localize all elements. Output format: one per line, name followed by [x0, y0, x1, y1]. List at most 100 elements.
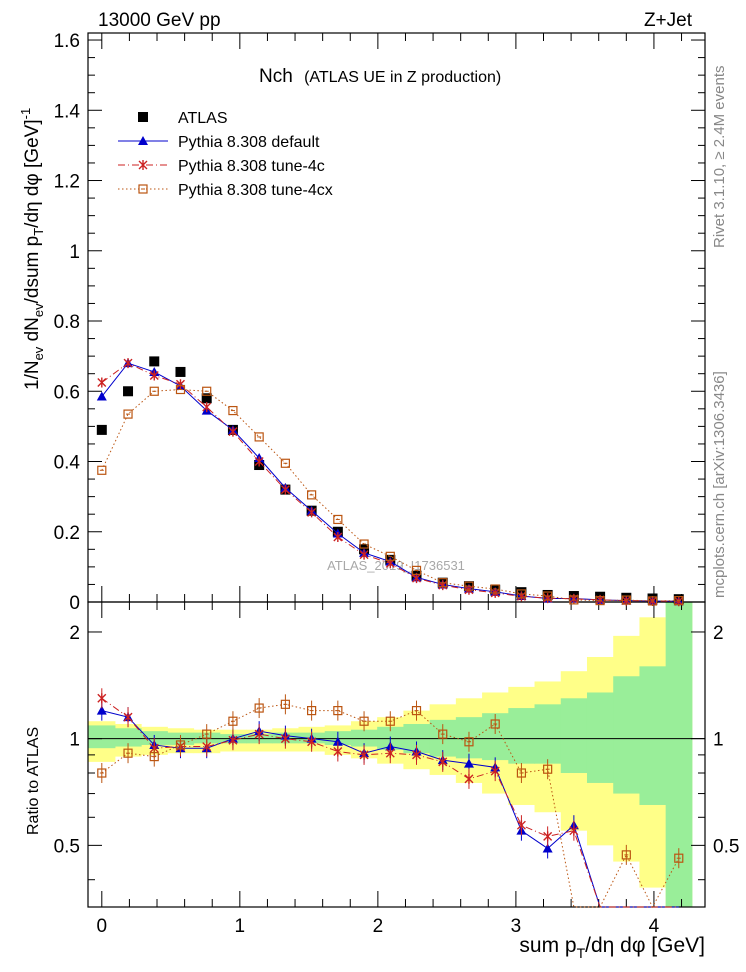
ratio-point	[543, 831, 553, 842]
axis-ticks: 0 0.2 0.4 0.6 0.8 1 1.2 1.4 1.6 0.5 0.5 1 1 2 2 0 1 2 3 4	[54, 31, 740, 937]
data-point	[175, 379, 185, 390]
legend-item: Pythia 8.308 tune-4cx	[118, 182, 333, 199]
data-point	[123, 358, 133, 369]
data-point	[96, 391, 107, 401]
ratio-ytick-label-right: 0.5	[713, 836, 739, 857]
data-point	[359, 549, 369, 560]
ratio-point	[254, 703, 264, 713]
ratio-pythia-8-308-tune-4c	[97, 688, 679, 908]
data-point	[123, 409, 133, 419]
ratio-point	[621, 850, 631, 860]
xtick-label: 2	[373, 916, 384, 937]
green-band-bin	[350, 729, 378, 747]
ratio-point	[307, 706, 317, 716]
ratio-point	[412, 749, 422, 760]
data-point	[202, 386, 212, 396]
ratio-point	[202, 729, 212, 739]
legend-label: Pythia 8.308 default	[178, 134, 320, 151]
data-point	[621, 595, 631, 605]
ratio-point	[438, 756, 448, 767]
ratio-ytick-label-right: 1	[713, 730, 724, 751]
main-ytick-label: 0.8	[54, 312, 80, 333]
main-ytick-label: 1.2	[54, 172, 80, 193]
ratio-point	[228, 716, 238, 726]
xtick-label: 3	[511, 916, 522, 937]
ratio-point	[254, 729, 264, 740]
green-band-bin	[560, 698, 588, 774]
ratio-point	[490, 719, 500, 729]
green-band-bin	[114, 728, 142, 747]
data-point	[385, 551, 395, 561]
ratio-point	[280, 699, 290, 709]
legend-marker	[138, 112, 148, 122]
ratio-point	[228, 735, 238, 746]
data-point	[674, 595, 684, 606]
ratio-point	[569, 825, 579, 836]
legend-marker	[138, 160, 148, 170]
ratio-point	[411, 706, 422, 716]
green-band-bin	[639, 666, 667, 805]
ratio-point	[280, 733, 290, 744]
ratio-point	[175, 740, 186, 750]
ratio-point	[333, 706, 343, 716]
plot-title-subtitle: (ATLAS UE in Z production)	[304, 69, 501, 86]
green-band-bin	[508, 708, 536, 764]
legend-label: Pythia 8.308 tune-4c	[178, 158, 325, 175]
side-label-mcplots: mcplots.cern.ch [arXiv:1306.3436]	[711, 371, 728, 598]
data-point	[280, 484, 290, 495]
ratio-point	[490, 766, 500, 777]
data-point	[359, 539, 369, 549]
data-point	[595, 595, 605, 606]
data-point	[411, 565, 422, 575]
side-label-rivet: Rivet 3.1.10, ≥ 2.4M events	[711, 66, 728, 249]
ratio-point	[542, 843, 553, 853]
ratio-ylabel: Ratio to ATLAS	[25, 727, 42, 835]
main-ytick-label: 0.2	[54, 523, 80, 544]
ratio-point	[123, 712, 133, 723]
main-ytick-label: 1.6	[54, 31, 80, 52]
data-point	[490, 584, 500, 594]
ratio-uncertainty-bands	[88, 602, 693, 907]
data-point	[228, 426, 238, 437]
legend-marker	[138, 184, 148, 194]
series-pythia-8-308-tune-4cx	[97, 384, 684, 606]
ratio-point	[674, 853, 684, 863]
ratio-point	[463, 758, 474, 768]
data-point	[149, 370, 159, 381]
data-point	[254, 432, 264, 442]
data-point	[97, 465, 107, 475]
green-band-bin	[534, 704, 562, 764]
legend-label: Pythia 8.308 tune-4cx	[178, 182, 333, 199]
data-point	[280, 458, 290, 468]
ratio-point	[385, 748, 395, 759]
main-ytick-label: 1.4	[54, 101, 81, 122]
xtick-label: 1	[235, 916, 246, 937]
ratio-point	[97, 693, 107, 704]
data-point	[333, 514, 343, 525]
ratio-point	[149, 752, 159, 762]
data-point	[569, 595, 579, 605]
data-point	[464, 581, 474, 591]
data-point	[307, 490, 317, 500]
energy-label: 13000 GeV pp	[98, 10, 221, 31]
data-point	[228, 405, 238, 416]
ratio-point	[96, 705, 107, 715]
ratio-ytick-label: 2	[69, 623, 80, 644]
data-point	[149, 386, 159, 396]
data-point	[543, 591, 553, 601]
green-band-bin	[613, 676, 640, 794]
main-ytick-label: 0.6	[54, 382, 80, 403]
xlabel: sum pT/dη dφ [GeV]	[519, 934, 705, 961]
ratio-point	[359, 716, 369, 726]
ratio-point	[332, 736, 343, 746]
data-point	[516, 589, 527, 599]
ratio-ytick-label: 1	[69, 730, 80, 751]
ratio-point	[359, 749, 369, 760]
ratio-point	[464, 737, 474, 747]
data-point	[175, 366, 186, 377]
ratio-point	[333, 746, 343, 757]
green-band-bin	[586, 692, 614, 783]
plot-title: Nch (ATLAS UE in Z production)	[259, 66, 501, 87]
legend-label: ATLAS	[178, 110, 228, 127]
